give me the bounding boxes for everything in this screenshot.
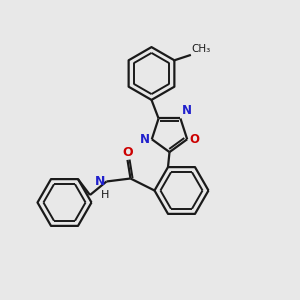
Text: N: N (140, 133, 149, 146)
Text: N: N (94, 175, 105, 188)
Text: N: N (182, 104, 192, 117)
Text: H: H (101, 190, 109, 200)
Text: O: O (122, 146, 133, 159)
Text: O: O (190, 133, 200, 146)
Text: CH₃: CH₃ (191, 44, 211, 54)
